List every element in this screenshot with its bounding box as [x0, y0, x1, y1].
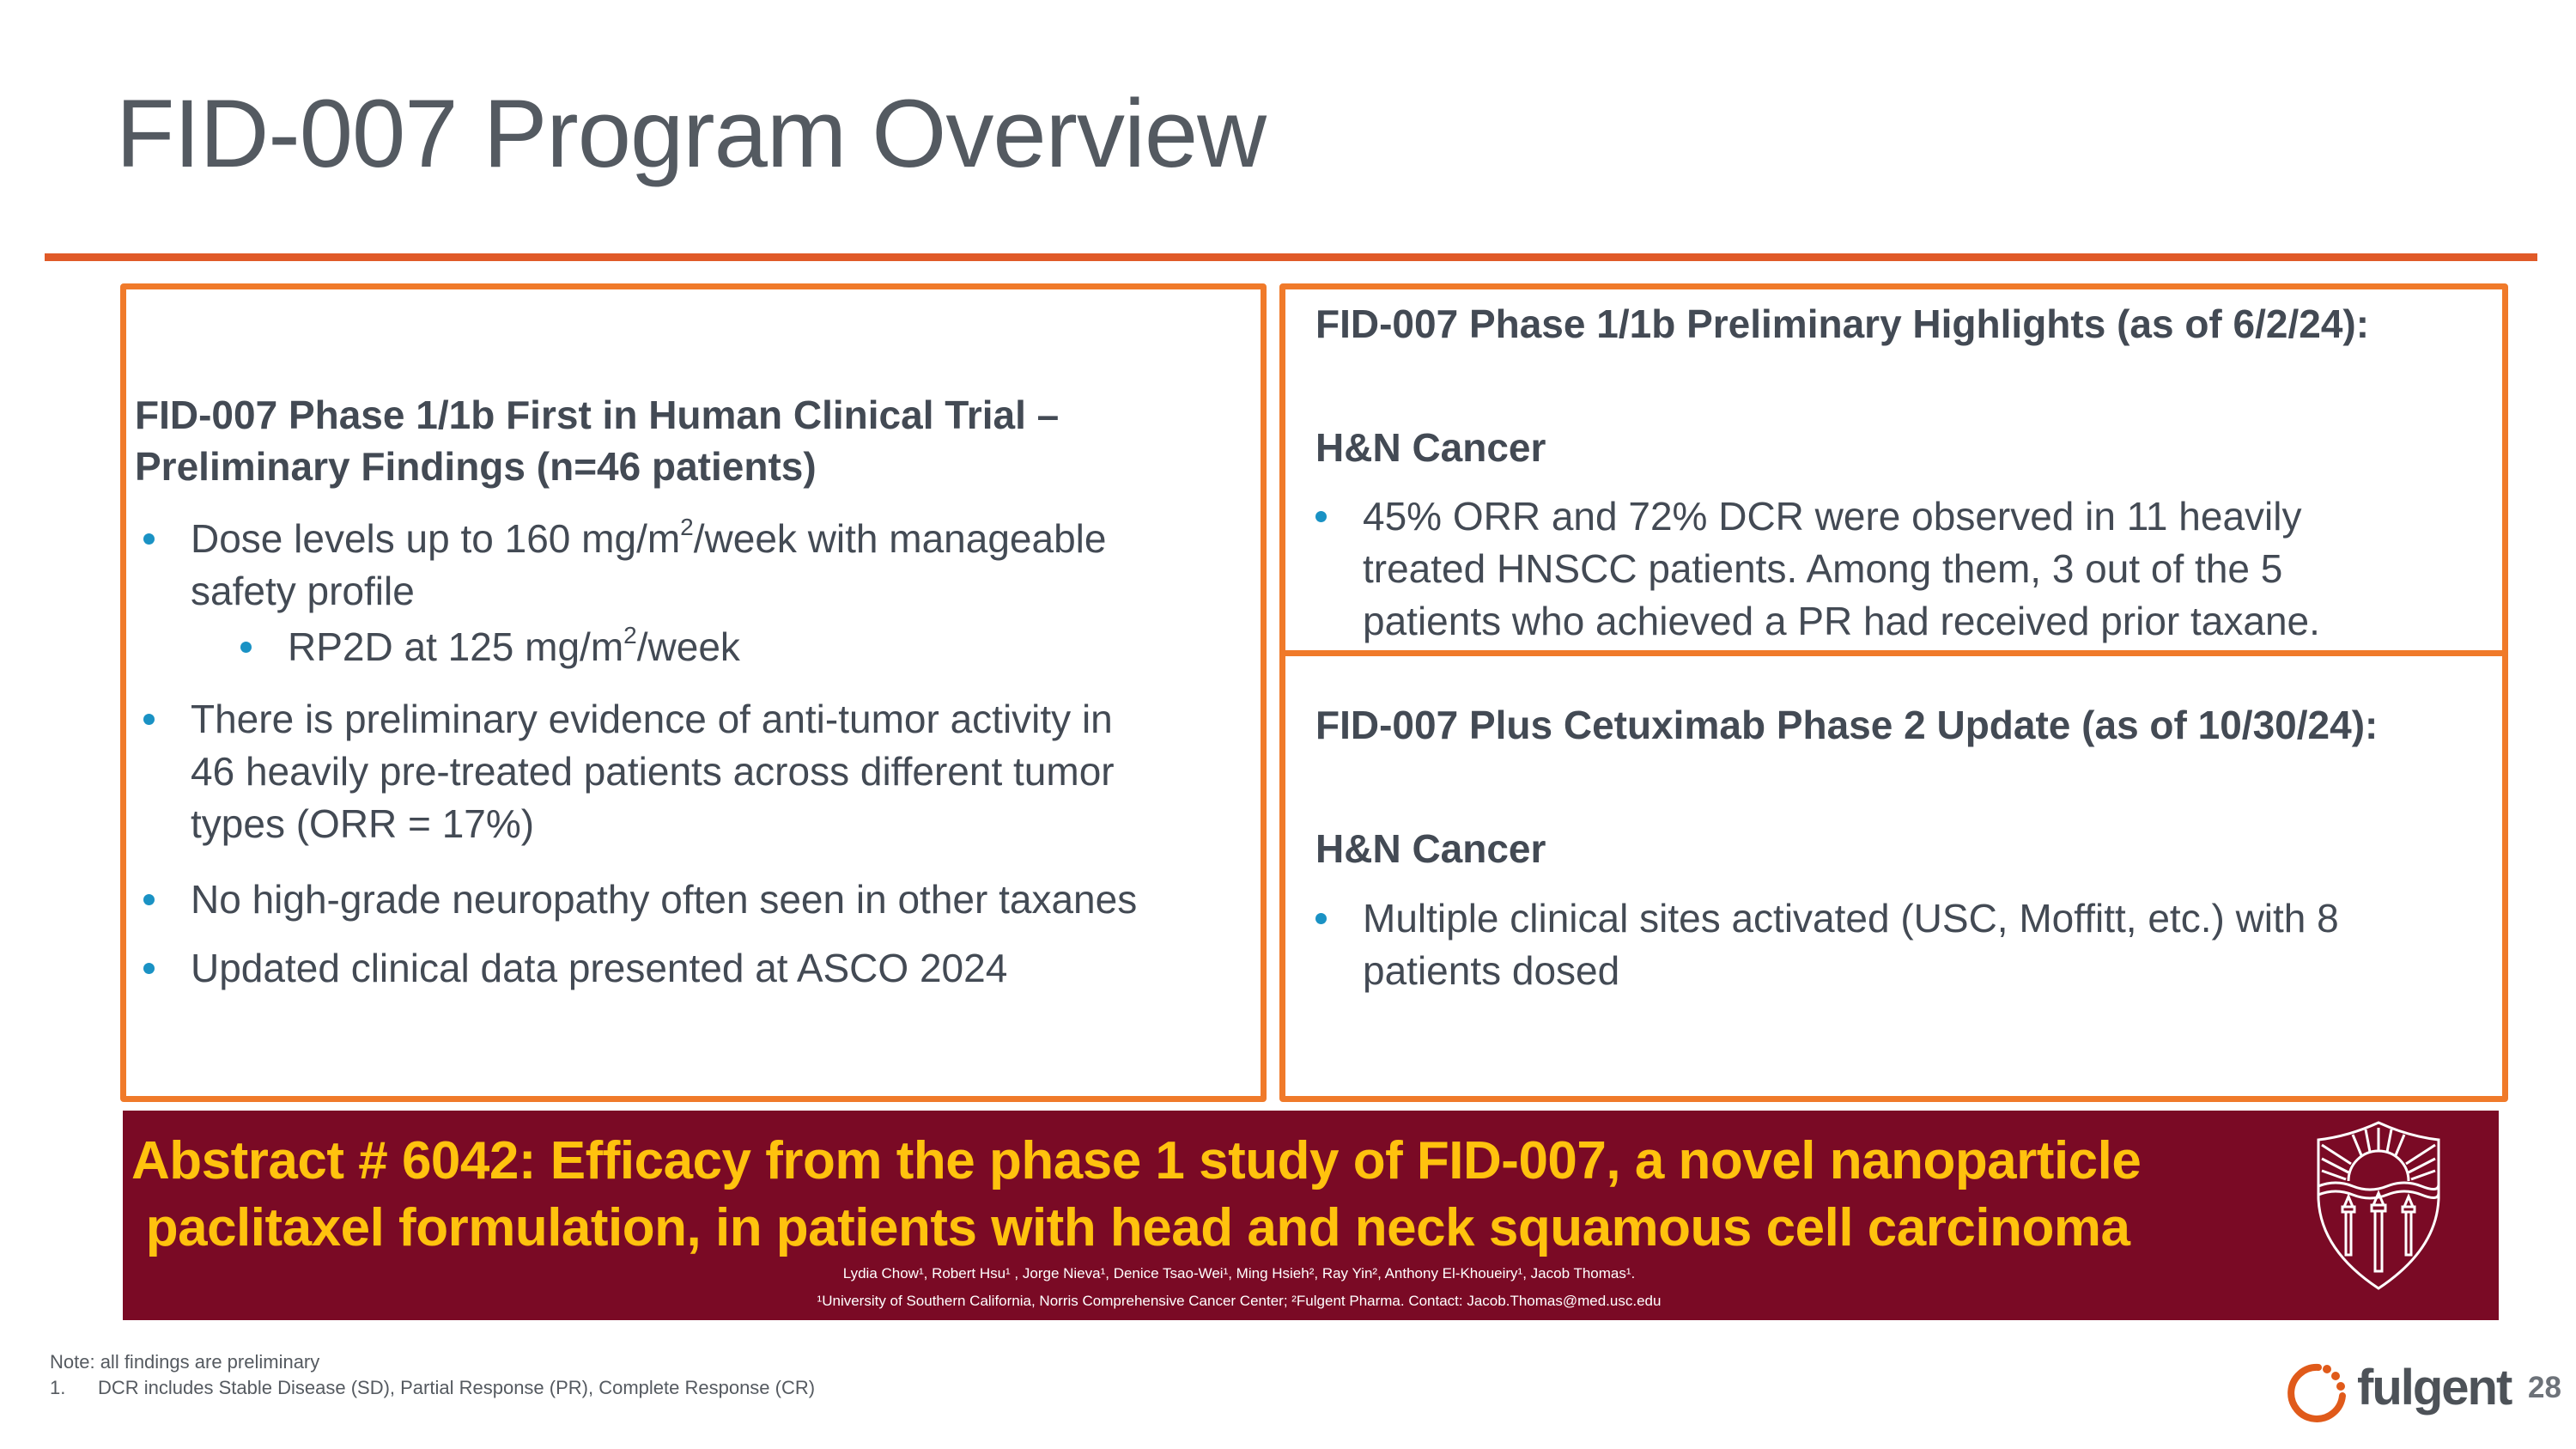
phase1-highlights-box: FID-007 Phase 1/1b Preliminary Highlight… [1279, 283, 2508, 656]
abstract-banner: Abstract # 6042: Efficacy from the phase… [123, 1111, 2499, 1320]
abstract-authors: Lydia Chow¹, Robert Hsu¹ , Jorge Nieva¹,… [842, 1265, 1636, 1282]
fulgent-logo: fulgent [2284, 1349, 2516, 1426]
bullet-icon [1315, 913, 1327, 924]
bullet-orr-dcr: 45% ORR and 72% DCR were observed in 11 … [1315, 490, 2492, 648]
bullet-asco-2024: Updated clinical data presented at ASCO … [143, 942, 1251, 995]
hn-cancer-subheading: H&N Cancer [1315, 425, 1546, 470]
dcr-footnote: 1. DCR includes Stable Disease (SD), Part… [50, 1377, 816, 1398]
bullet-icon [1315, 511, 1327, 522]
fulgent-wordmark: fulgent [2357, 1360, 2512, 1416]
preliminary-note: Note: all findings are preliminary [50, 1351, 320, 1373]
bullet-rp2d: RP2D at 125 mg/m2/week [240, 621, 1185, 673]
phase1-findings-box: FID-007 Phase 1/1b First in Human Clinic… [120, 283, 1267, 1102]
hn-cancer-subheading: H&N Cancer [1315, 826, 1546, 871]
bullet-neuropathy: No high-grade neuropathy often seen in o… [143, 874, 1260, 926]
bullet-clinical-sites: Multiple clinical sites activated (USC, … [1315, 892, 2492, 997]
fulgent-logo-icon [2287, 1363, 2346, 1422]
bullet-icon [240, 642, 252, 653]
bullet-dose-levels: Dose levels up to 160 mg/m2/week with ma… [143, 513, 1251, 618]
slide-title: FID-007 Program Overview [116, 80, 1267, 187]
abstract-title: Abstract # 6042: Efficacy from the phase… [131, 1131, 2142, 1257]
bullet-icon [143, 714, 155, 725]
phase2-heading: FID-007 Plus Cetuximab Phase 2 Update (a… [1315, 703, 2379, 747]
bullet-icon [143, 894, 155, 905]
title-divider [45, 253, 2537, 261]
phase1-heading-line2: Preliminary Findings (n=46 patients) [135, 444, 817, 489]
cetuximab-phase2-box: FID-007 Plus Cetuximab Phase 2 Update (a… [1279, 650, 2508, 1102]
phase1-heading-line1: FID-007 Phase 1/1b First in Human Clinic… [135, 393, 1060, 437]
bullet-anti-tumor-activity: There is preliminary evidence of anti-tu… [143, 693, 1251, 850]
bullet-icon [143, 533, 155, 545]
page-number: 28 [2528, 1371, 2561, 1404]
abstract-affiliations: ¹University of Southern California, Norr… [817, 1293, 1662, 1309]
highlights-heading: FID-007 Phase 1/1b Preliminary Highlight… [1315, 301, 2370, 346]
usc-seal-icon [2317, 1121, 2440, 1290]
bullet-icon [143, 963, 155, 974]
